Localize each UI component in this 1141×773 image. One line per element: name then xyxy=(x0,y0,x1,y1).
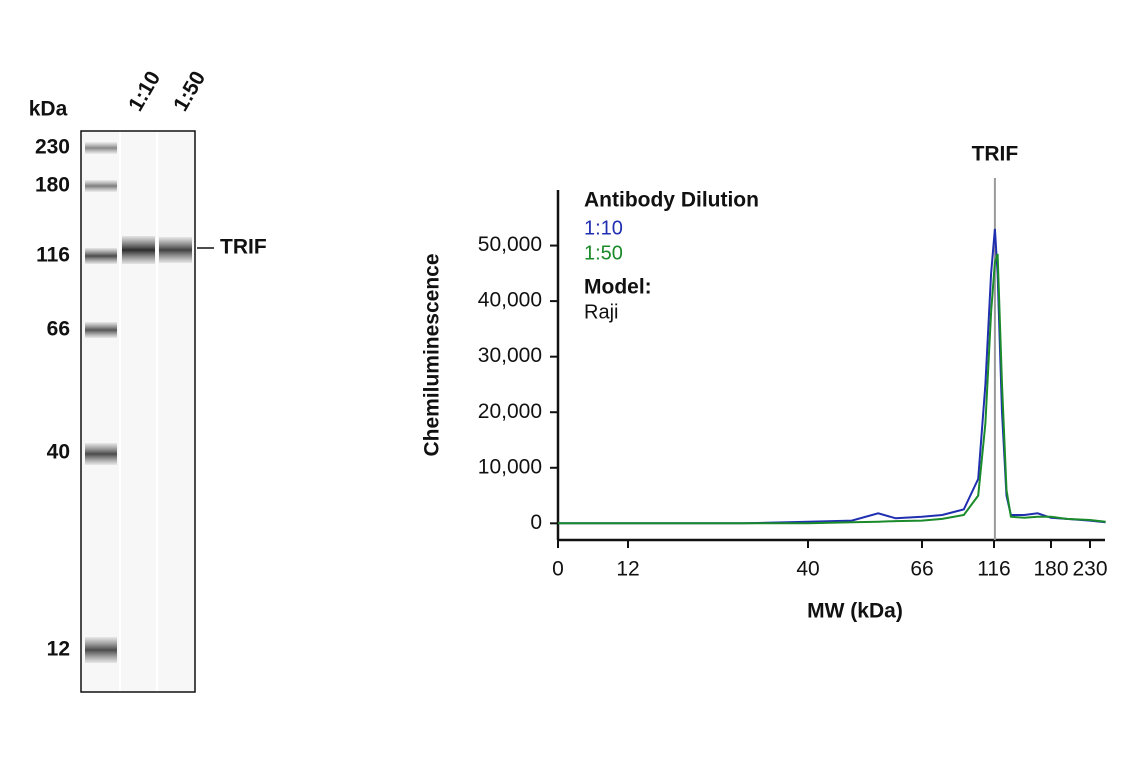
gel: kDa 1:10 1:50 230 180 116 66 40 12 TRIF xyxy=(29,67,267,693)
legend-title: Antibody Dilution xyxy=(584,189,759,212)
marker-band xyxy=(85,637,117,663)
y-tick-label: 40,000 xyxy=(478,289,542,312)
lane-label: 1:10 xyxy=(124,67,165,115)
gel-frame xyxy=(80,130,196,693)
x-tick-label: 180 xyxy=(1033,558,1068,581)
marker-label: 180 xyxy=(35,174,70,197)
marker-label: 40 xyxy=(47,441,70,464)
marker-band xyxy=(85,443,117,465)
x-tick-label: 40 xyxy=(796,558,819,581)
marker-band xyxy=(85,142,117,154)
y-tick-label: 10,000 xyxy=(478,455,542,478)
legend-entry: 1:50 xyxy=(584,242,623,264)
lane-gap xyxy=(119,132,121,691)
x-tick-label: 116 xyxy=(977,558,1010,581)
y-tick-label: 30,000 xyxy=(478,344,542,367)
marker-label: 116 xyxy=(36,244,70,267)
annotation-label: TRIF xyxy=(972,143,1019,166)
x-tick-label: 0 xyxy=(552,558,564,581)
x-tick-label: 230 xyxy=(1072,558,1107,581)
sample-band xyxy=(122,236,155,264)
marker-label: 66 xyxy=(47,318,70,341)
band-label: TRIF xyxy=(220,236,267,259)
chart: MW (kDa) Chemiluminescence Antibody Dilu… xyxy=(421,189,903,623)
unit-label: kDa xyxy=(29,98,68,121)
x-axis-title: MW (kDa) xyxy=(807,600,903,623)
model-title: Model: xyxy=(584,276,652,299)
x-tick-label: 12 xyxy=(616,558,639,581)
marker-label: 230 xyxy=(35,136,70,159)
y-tick-label: 0 xyxy=(530,511,542,534)
lane-gap xyxy=(156,132,158,691)
lane-label: 1:50 xyxy=(169,67,210,115)
data-line xyxy=(558,228,1106,525)
y-axis-title: Chemiluminescence xyxy=(421,253,444,456)
marker-band xyxy=(85,248,117,264)
y-tick-label: 50,000 xyxy=(478,233,542,256)
marker-band xyxy=(85,180,117,192)
marker-band xyxy=(85,322,117,338)
marker-label: 12 xyxy=(47,638,70,661)
y-tick-label: 20,000 xyxy=(478,400,542,423)
sample-band xyxy=(159,237,192,263)
legend-entry: 1:10 xyxy=(584,217,623,239)
data-line xyxy=(558,253,1106,525)
x-tick-label: 66 xyxy=(910,558,933,581)
model-name: Raji xyxy=(584,301,618,323)
